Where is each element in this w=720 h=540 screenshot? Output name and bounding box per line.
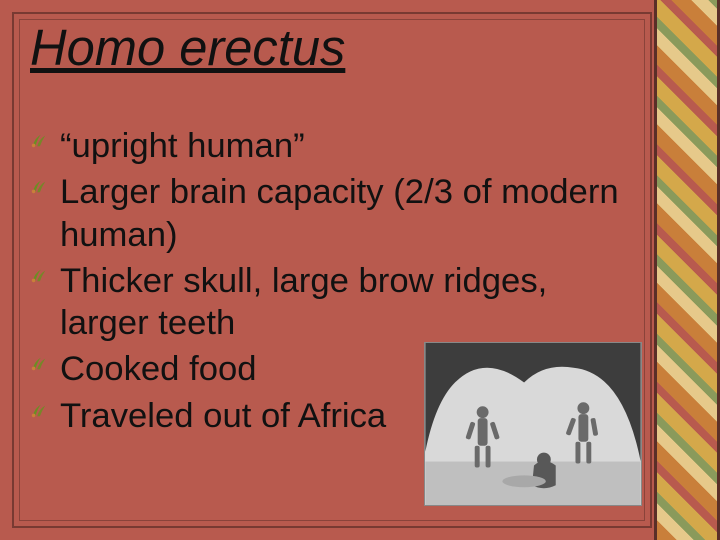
decorative-border: [654, 0, 720, 540]
leaf-sprig-icon: [30, 177, 48, 195]
bullet-text: “upright human”: [60, 127, 305, 165]
illustration: [424, 342, 642, 506]
bullet-text: Thicker skull, large brow ridges, larger…: [60, 262, 547, 342]
slide: Homo erectus “upright human” Larger brai…: [0, 0, 720, 540]
bullet-text: Cooked food: [60, 350, 257, 388]
leaf-sprig-icon: [30, 266, 48, 284]
cave-scene-icon: [425, 343, 641, 505]
bullet-text: Larger brain capacity (2/3 of modern hum…: [60, 173, 619, 253]
leaf-sprig-icon: [30, 401, 48, 419]
leaf-sprig-icon: [30, 131, 48, 149]
slide-title: Homo erectus: [30, 18, 640, 95]
bullet-item: Larger brain capacity (2/3 of modern hum…: [30, 171, 640, 256]
bullet-text: Traveled out of Africa: [60, 397, 386, 435]
leaf-sprig-icon: [30, 354, 48, 372]
bullet-item: Thicker skull, large brow ridges, larger…: [30, 260, 640, 345]
bullet-item: “upright human”: [30, 125, 640, 167]
